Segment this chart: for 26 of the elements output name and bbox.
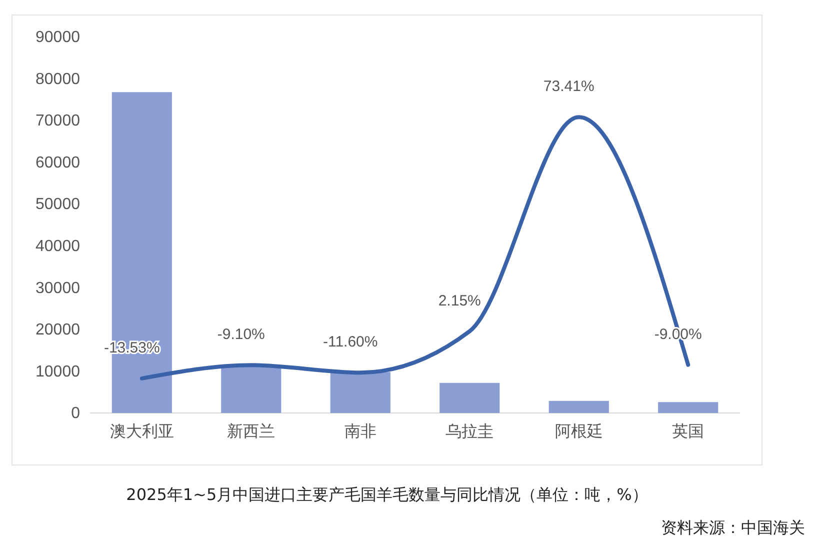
y-tick-label: 30000	[36, 280, 80, 297]
bar	[548, 400, 609, 413]
y-tick-label: 40000	[36, 238, 80, 256]
y-tick-label: 20000	[36, 322, 80, 339]
y-tick-label: 0	[71, 405, 80, 422]
y-tick-label: 80000	[36, 70, 80, 88]
y-tick-label: 60000	[36, 154, 80, 172]
bar	[440, 382, 500, 413]
y-tick-label: 90000	[36, 29, 80, 46]
text: 资料来源：中国海关	[661, 518, 805, 537]
x-tick-label: 阿根廷	[554, 422, 603, 440]
y-tick-label: 10000	[36, 363, 80, 380]
data-label: -9.10%	[217, 326, 265, 344]
data-label: 2.15%	[438, 292, 481, 310]
bar	[658, 402, 718, 413]
bar	[330, 372, 390, 413]
x-tick-label: 南非	[344, 422, 376, 440]
x-tick-label: 新西兰	[227, 422, 276, 440]
y-tick-label: 70000	[36, 112, 80, 130]
data-label: 73.41%	[543, 78, 594, 96]
text: 2025年1~5月中国进口主要产毛国羊毛数量与同比情况（单位：吨，%）	[126, 485, 648, 504]
y-tick-label: 50000	[36, 196, 80, 214]
x-tick-label: 乌拉圭	[446, 422, 494, 440]
x-tick-label: 英国	[672, 422, 704, 440]
x-tick-label: 澳大利亚	[110, 422, 174, 440]
data-label: -11.60%	[322, 334, 378, 351]
